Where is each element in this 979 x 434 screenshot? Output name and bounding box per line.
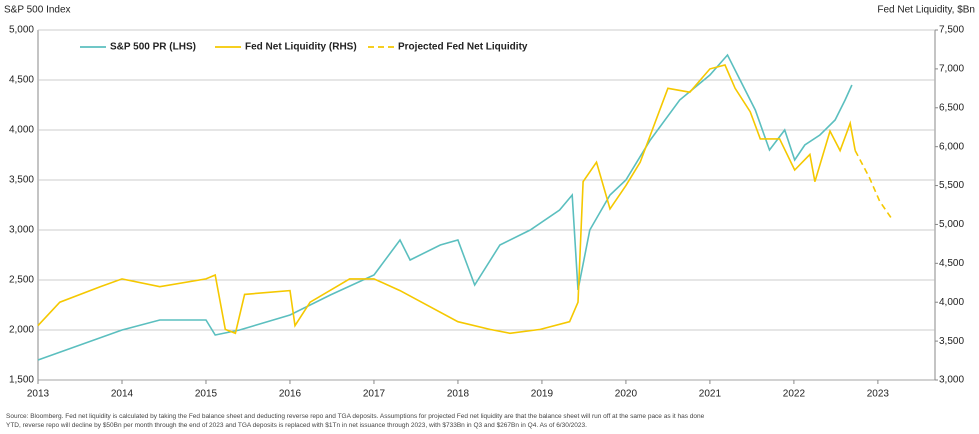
chart: S&P 500 Index Fed Net Liquidity, $Bn 1,5… xyxy=(4,5,975,400)
y2-tick-label: 3,500 xyxy=(939,336,964,347)
series-line xyxy=(37,53,853,361)
x-tick-label: 2016 xyxy=(279,389,302,400)
y2-tick-label: 7,000 xyxy=(939,64,964,75)
x-tick-label: 2019 xyxy=(531,389,554,400)
y2-tick-label: 5,000 xyxy=(939,219,964,230)
x-tick-label: 2013 xyxy=(27,389,50,400)
legend-label: S&P 500 PR (LHS) xyxy=(110,42,196,53)
footnote: Source: Bloomberg. Fed net liquidity is … xyxy=(6,413,705,429)
y2-tick-label: 4,000 xyxy=(939,297,964,308)
x-tick-label: 2021 xyxy=(699,389,722,400)
y2-tick-label: 6,000 xyxy=(939,141,964,152)
x-tick-label: 2022 xyxy=(783,389,806,400)
x-tick-label: 2018 xyxy=(447,389,470,400)
x-tick-label: 2014 xyxy=(111,389,134,400)
series-line xyxy=(854,150,894,222)
legend-label: Projected Fed Net Liquidity xyxy=(398,42,528,53)
chart-title: S&P 500 Index xyxy=(4,5,71,16)
y-tick-label: 3,000 xyxy=(9,225,34,236)
y2-axis-title: Fed Net Liquidity, $Bn xyxy=(877,5,975,16)
y-tick-label: 3,500 xyxy=(9,175,34,186)
y-tick-label: 5,000 xyxy=(9,25,34,36)
x-tick-label: 2020 xyxy=(615,389,638,400)
y-tick-label: 4,000 xyxy=(9,125,34,136)
y-tick-label: 2,500 xyxy=(9,275,34,286)
y2-tick-label: 7,500 xyxy=(939,25,964,36)
x-tick-label: 2023 xyxy=(867,389,890,400)
y-tick-label: 4,500 xyxy=(9,75,34,86)
y-tick-label: 1,500 xyxy=(9,375,34,386)
x-tick-label: 2017 xyxy=(363,389,386,400)
x-tick-label: 2015 xyxy=(195,389,218,400)
legend-label: Fed Net Liquidity (RHS) xyxy=(245,42,357,53)
y2-tick-label: 4,500 xyxy=(939,258,964,269)
y2-tick-label: 6,500 xyxy=(939,102,964,113)
y2-tick-label: 3,000 xyxy=(939,375,964,386)
y2-tick-label: 5,500 xyxy=(939,180,964,191)
y-tick-label: 2,000 xyxy=(9,325,34,336)
series-line xyxy=(37,64,856,335)
